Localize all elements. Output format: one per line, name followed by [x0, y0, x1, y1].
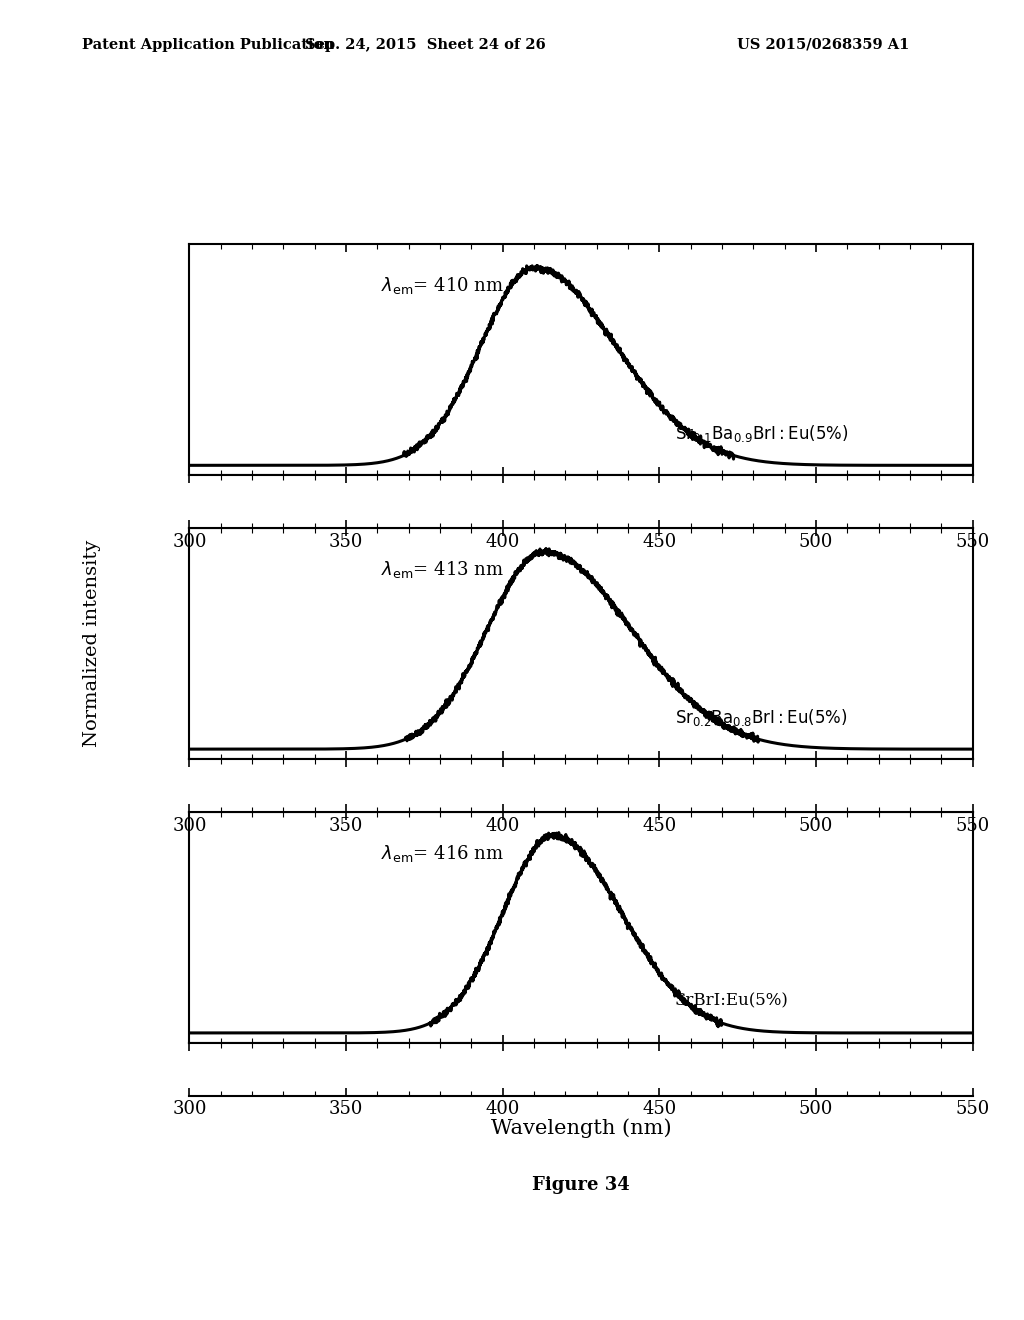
Text: $\mathrm{Sr_{0.2}Ba_{0.8}BrI:Eu(5\%)}$: $\mathrm{Sr_{0.2}Ba_{0.8}BrI:Eu(5\%)}$ [675, 708, 848, 727]
Text: Patent Application Publication: Patent Application Publication [82, 38, 334, 51]
Text: $\lambda_{\rm em}$= 413 nm: $\lambda_{\rm em}$= 413 nm [381, 560, 505, 579]
Text: Figure 34: Figure 34 [532, 1176, 630, 1195]
Text: Normalized intensity: Normalized intensity [83, 540, 101, 747]
Text: US 2015/0268359 A1: US 2015/0268359 A1 [737, 38, 909, 51]
Text: Sep. 24, 2015  Sheet 24 of 26: Sep. 24, 2015 Sheet 24 of 26 [304, 38, 546, 51]
Text: $\lambda_{\rm em}$= 416 nm: $\lambda_{\rm em}$= 416 nm [381, 843, 505, 863]
Text: Wavelength (nm): Wavelength (nm) [490, 1119, 672, 1138]
Text: $\lambda_{\rm em}$= 410 nm: $\lambda_{\rm em}$= 410 nm [381, 276, 505, 296]
Text: $\mathrm{Sr_{0.1}Ba_{0.9}BrI:Eu(5\%)}$: $\mathrm{Sr_{0.1}Ba_{0.9}BrI:Eu(5\%)}$ [675, 424, 849, 444]
Text: SrBrI:Eu(5%): SrBrI:Eu(5%) [675, 993, 790, 1010]
